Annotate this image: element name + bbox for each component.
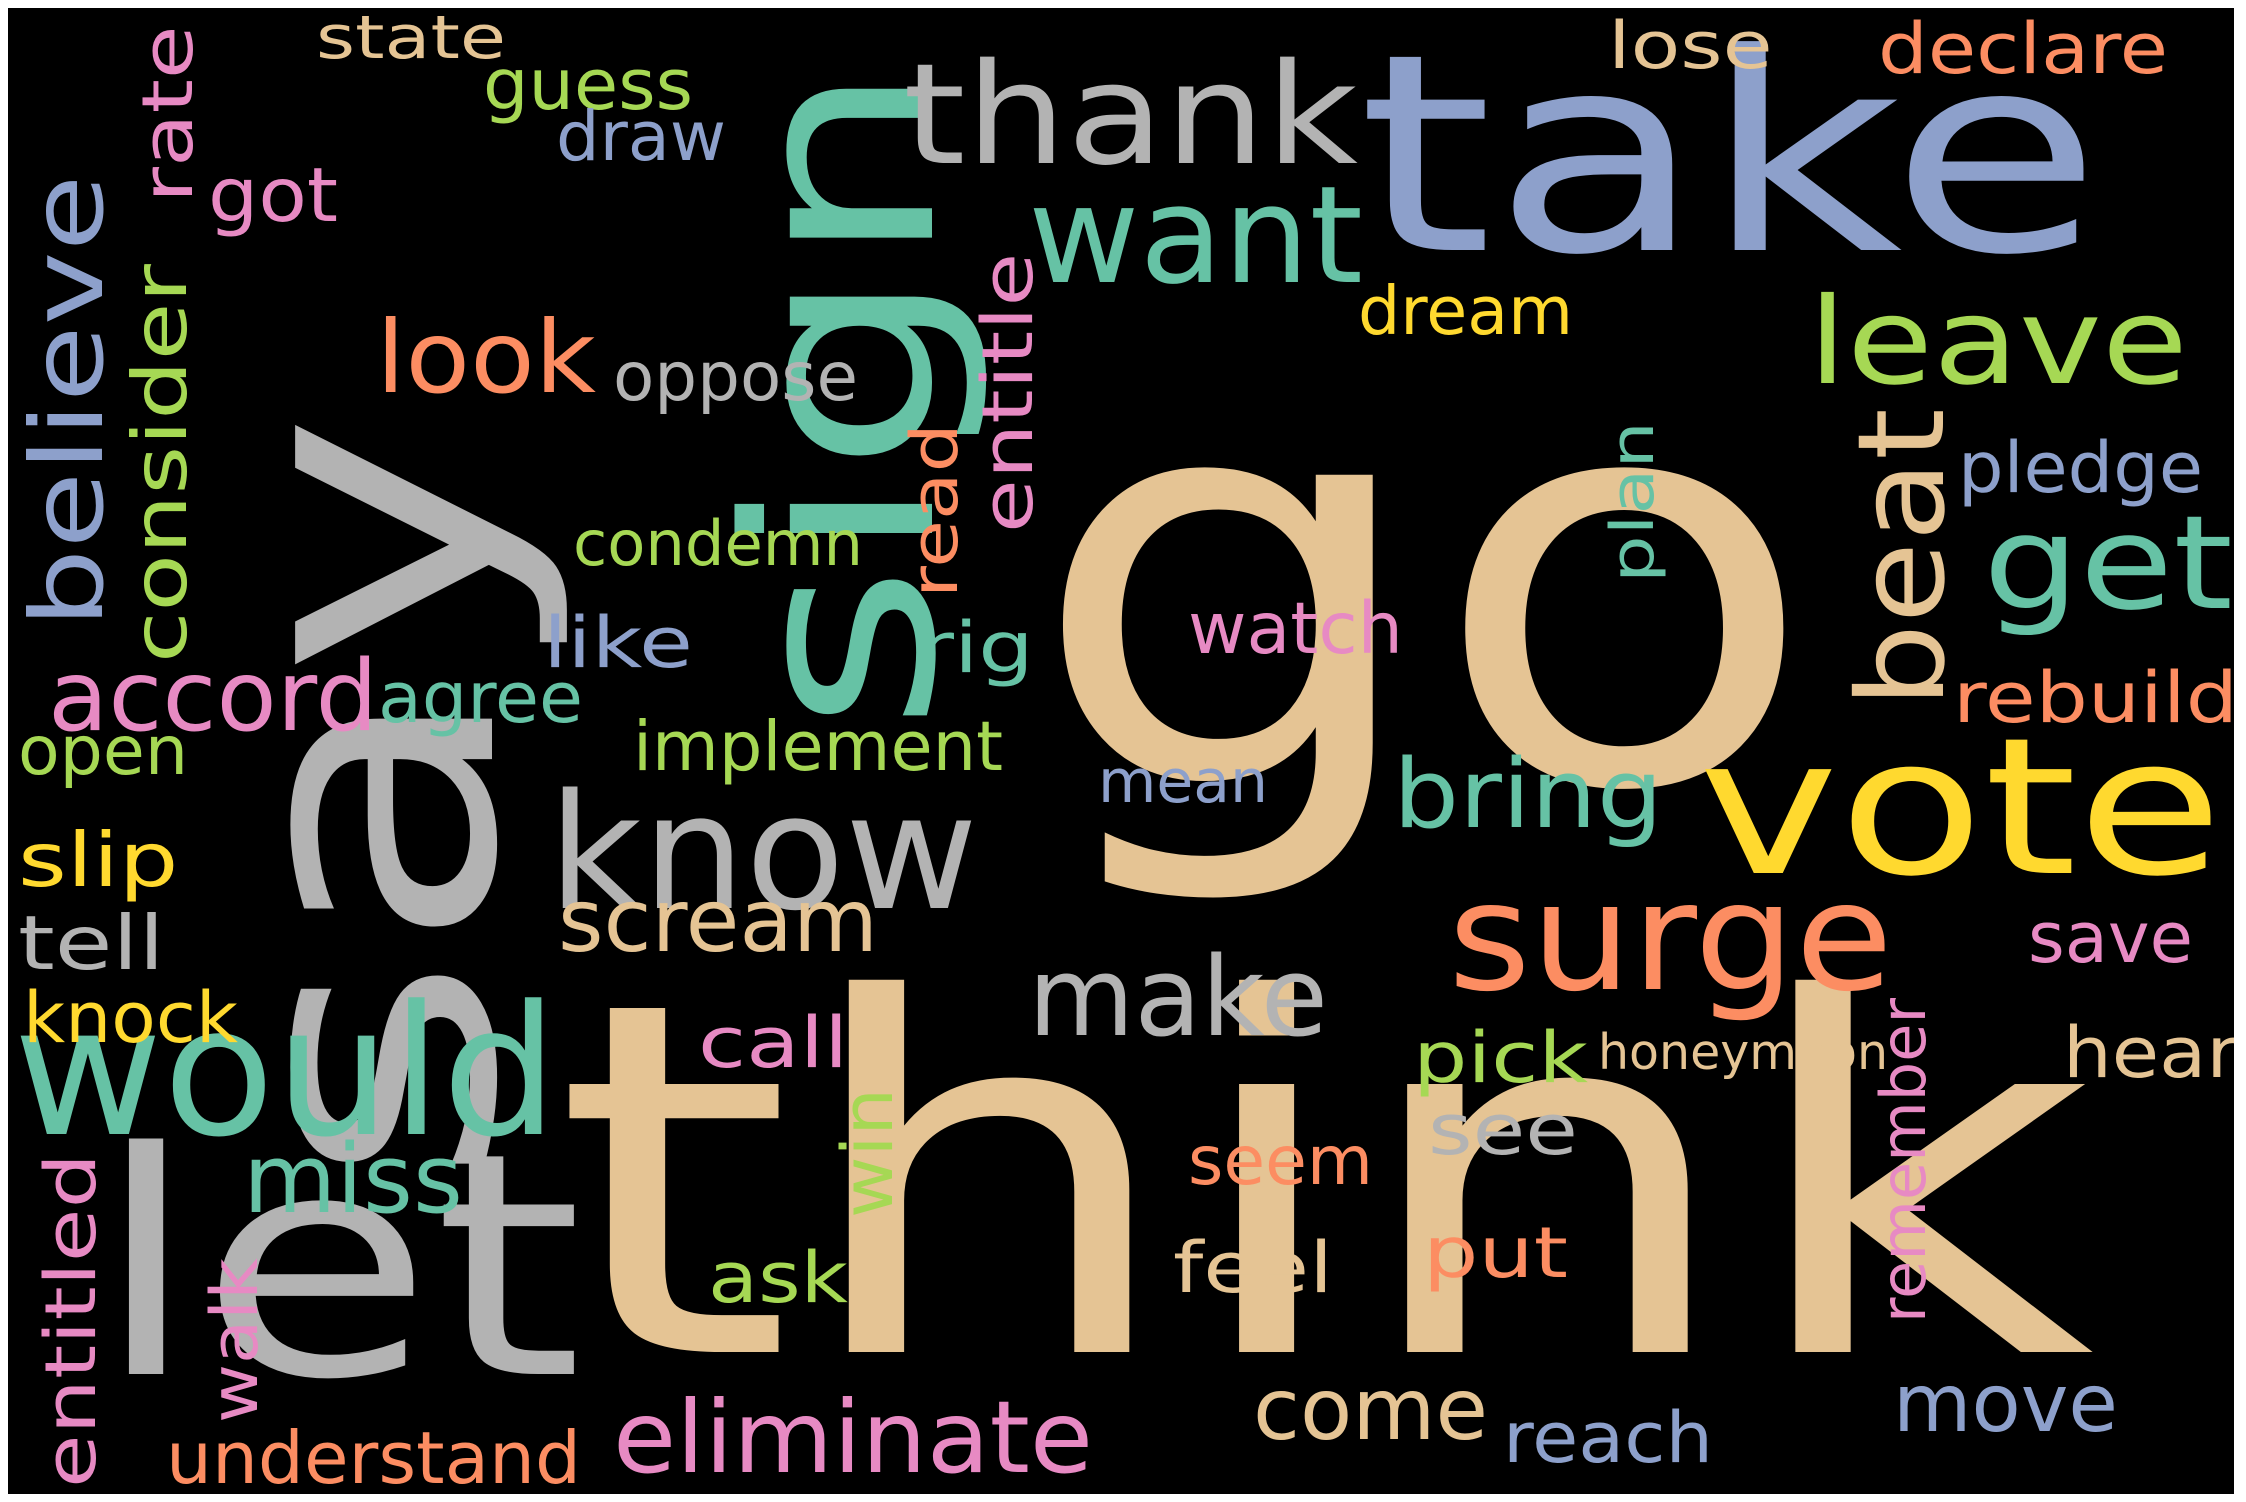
word-read: read (898, 423, 973, 598)
word-ask: ask (708, 1237, 848, 1319)
word-understand: understand (166, 1417, 581, 1494)
word-eliminate: eliminate (613, 1379, 1093, 1494)
word-declare: declare (1878, 8, 2168, 90)
word-move: move (1893, 1356, 2118, 1450)
word-miss: miss (243, 1125, 463, 1235)
word-watch: watch (1188, 587, 1403, 670)
word-let: let (93, 1087, 583, 1448)
word-rate: rate (127, 25, 209, 203)
word-want: want (1028, 157, 1363, 314)
word-dream: dream (1358, 272, 1573, 350)
word-got: got (208, 151, 338, 239)
word-slip: slip (18, 816, 179, 904)
word-leave: leave (1808, 273, 2188, 412)
word-vote: vote (1698, 697, 2224, 918)
word-think: think (553, 897, 2095, 1468)
word-draw: draw (556, 97, 726, 177)
word-go: go (1028, 262, 1818, 914)
word-tell: tell (18, 899, 165, 987)
word-entitle: entitle (967, 252, 1049, 533)
word-would: would (13, 968, 558, 1177)
word-rebuild: rebuild (1953, 657, 2234, 739)
word-know: know (548, 759, 978, 946)
word-get: get (1983, 487, 2233, 639)
word-open: open (18, 712, 188, 791)
word-entitled: entitled (30, 1153, 112, 1488)
word-condemn: condemn (573, 507, 863, 580)
word-remember: remember (1867, 998, 1940, 1323)
word-consider: consider (116, 264, 204, 663)
word-guess: guess (483, 44, 693, 126)
word-seem: seem (1188, 1122, 1373, 1201)
word-walk: walk (198, 1258, 273, 1423)
word-believe: believe (9, 174, 126, 628)
word-state: state (316, 8, 506, 73)
word-save: save (2028, 897, 2193, 979)
word-like: like (543, 602, 694, 684)
word-win: win (827, 1088, 909, 1218)
word-hear: hear (2063, 1012, 2234, 1094)
word-look: look (376, 299, 596, 416)
word-lose: lose (1608, 9, 1773, 84)
word-pick: pick (1413, 1017, 1588, 1099)
word-implement: implement (633, 707, 1003, 787)
word-surge: surge (1448, 851, 1893, 1025)
word-thank: thank (903, 34, 1358, 197)
word-call: call (698, 1002, 849, 1084)
word-bring: bring (1393, 740, 1663, 850)
word-rig: rig (918, 607, 1034, 689)
word-accord: accord (48, 640, 378, 754)
word-feel: feel (1173, 1227, 1333, 1309)
word-reach: reach (1503, 1397, 1713, 1479)
word-knock: knock (23, 977, 239, 1059)
word-mean: mean (1098, 747, 1268, 817)
word-put: put (1423, 1212, 1568, 1294)
word-scream: scream (558, 870, 878, 972)
word-oppose: oppose (613, 337, 858, 416)
word-honeymoon: honeymoon (1598, 1024, 1888, 1081)
word-see: see (1428, 1089, 1578, 1171)
word-plan: plan (1598, 421, 1668, 583)
word-pledge: pledge (1958, 427, 2203, 509)
word-agree: agree (378, 657, 583, 739)
word-come: come (1253, 1361, 1488, 1460)
word-cloud: go think say take sign let vote would know thank s… (8, 8, 2234, 1494)
word-make: make (1028, 934, 1328, 1061)
word-beat: beat (1833, 408, 1972, 708)
word-take: take (1358, 8, 2102, 315)
